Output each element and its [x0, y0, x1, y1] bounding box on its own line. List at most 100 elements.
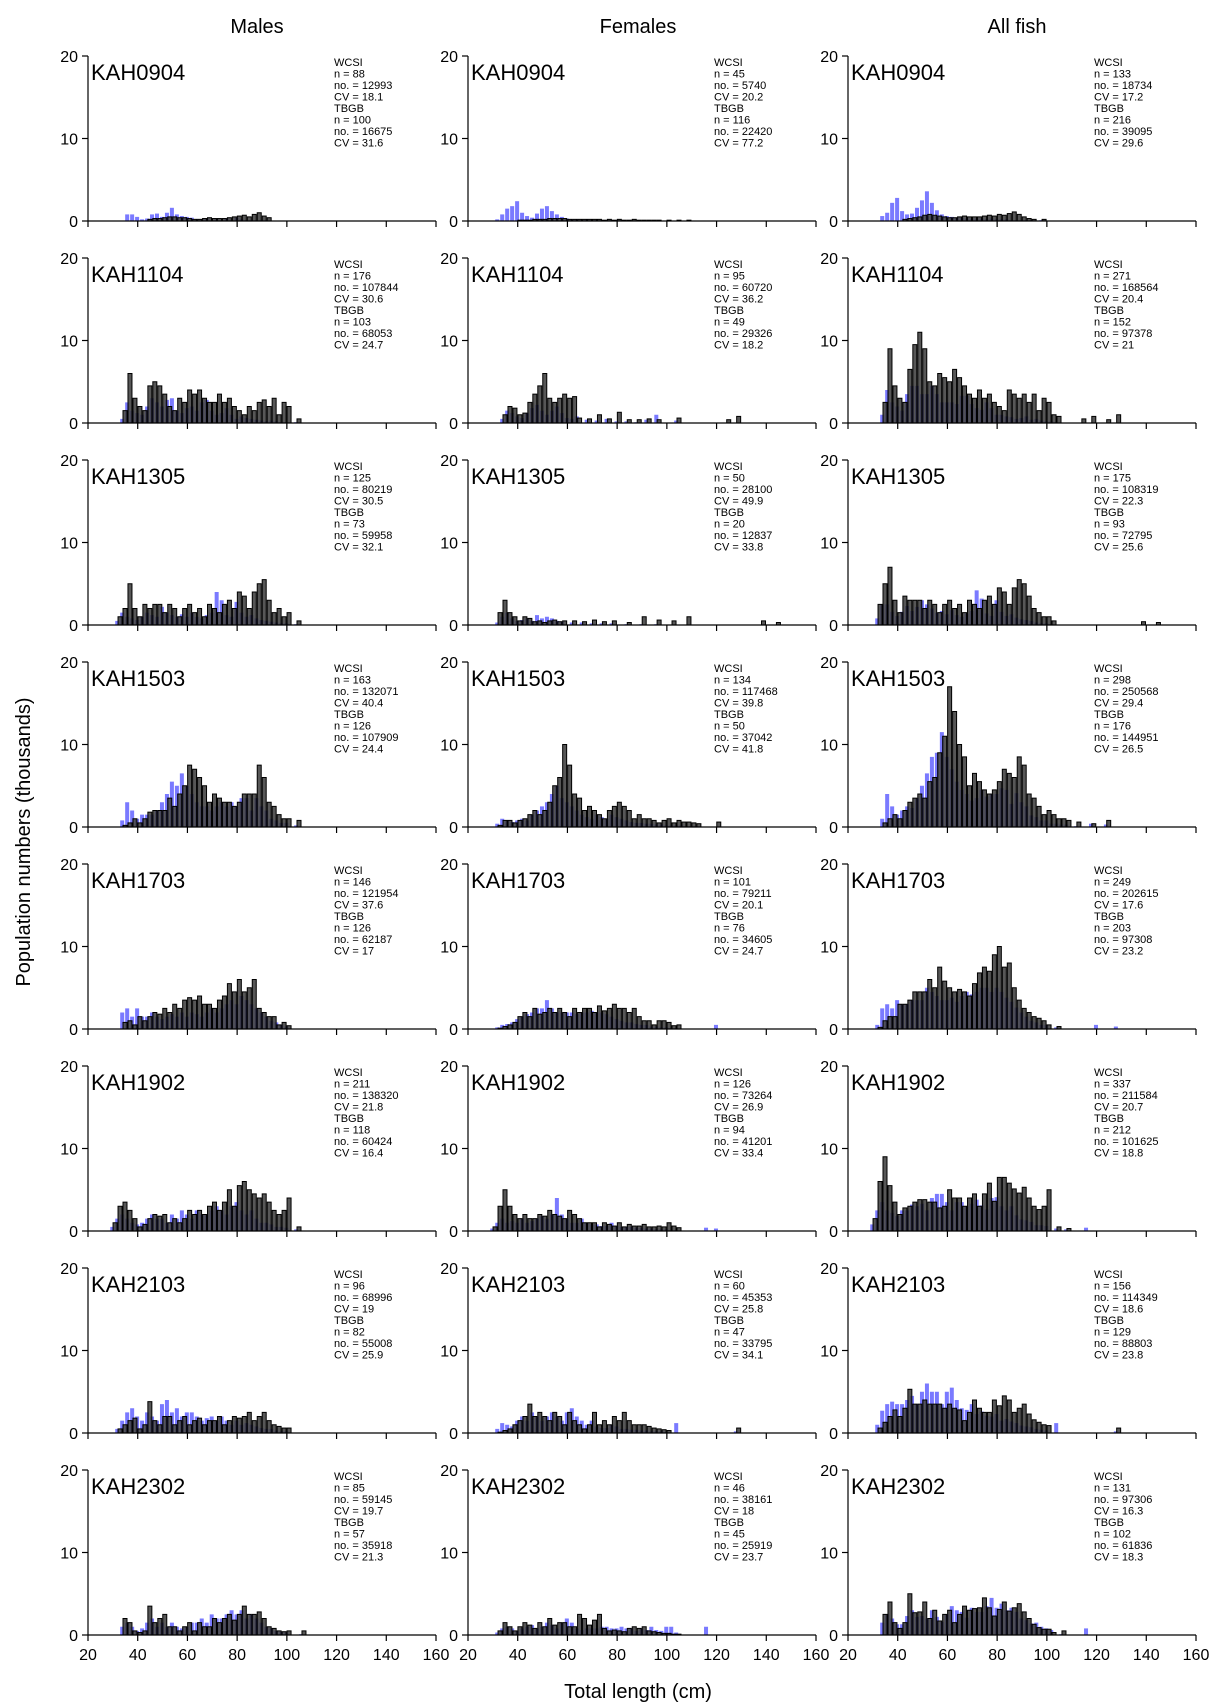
stats-wcsi-cv-value: 22.3	[1122, 496, 1143, 508]
stats-wcsi-n-value: 50	[733, 473, 745, 485]
bar-tbgb	[276, 608, 282, 626]
bar-tbgb	[286, 818, 292, 828]
stats-tbgb-cv-value: 18.2	[742, 340, 763, 352]
bar-tbgb	[606, 1007, 612, 1030]
bar-tbgb	[606, 1223, 612, 1232]
stats-wcsi-cv-value: 21.8	[362, 1102, 383, 1114]
bar-tbgb	[996, 946, 1002, 1030]
survey-label: KAH0904	[471, 60, 565, 85]
stats-tbgb-cv-value: 24.4	[362, 744, 383, 756]
bar-tbgb	[932, 603, 938, 626]
bar-tbgb	[621, 805, 627, 828]
bar-tbgb	[122, 1424, 128, 1434]
stats-tbgb-cv-value: 33.8	[742, 542, 763, 554]
stats-tbgb-no: no. = 37042	[714, 732, 772, 744]
stats-heading-wcsi: WCSI	[714, 259, 743, 271]
bar-tbgb	[976, 1607, 982, 1636]
y-tick-label: 10	[60, 1546, 78, 1563]
bar-wcsi	[539, 208, 544, 222]
bar-tbgb	[522, 818, 528, 828]
bar-tbgb	[276, 1214, 282, 1232]
bar-tbgb	[986, 595, 992, 626]
bar-wcsi	[135, 216, 140, 222]
bar-tbgb	[192, 1214, 198, 1232]
bar-wcsi	[120, 1420, 125, 1434]
bar-tbgb	[572, 620, 578, 626]
bar-tbgb	[241, 214, 247, 222]
stats-wcsi-no-value: 38161	[742, 1494, 773, 1506]
stats-tbgb-cv: CV = 18.8	[1094, 1148, 1143, 1160]
bar-tbgb	[646, 1020, 652, 1030]
y-tick-label: 0	[449, 214, 458, 231]
bar-tbgb	[147, 1016, 153, 1030]
bar-tbgb	[572, 396, 578, 424]
bar-tbgb	[187, 1622, 193, 1636]
bar-tbgb	[616, 1222, 622, 1232]
bar-tbgb	[636, 1627, 642, 1636]
bar-tbgb	[1051, 414, 1057, 424]
stats-tbgb-n: n = 116	[714, 115, 750, 127]
bar-tbgb	[651, 1024, 657, 1030]
bar-tbgb	[251, 1193, 257, 1232]
bar-wcsi	[704, 1626, 709, 1635]
bar-tbgb	[187, 1424, 193, 1434]
stats-heading-wcsi: WCSI	[1094, 259, 1123, 271]
bar-tbgb	[1031, 393, 1037, 424]
bar-tbgb	[567, 1209, 573, 1232]
bar-tbgb	[542, 373, 548, 424]
bar-wcsi	[599, 623, 604, 625]
y-tick-label: 20	[820, 1463, 838, 1480]
bar-tbgb	[601, 1222, 607, 1232]
bar-tbgb	[1116, 414, 1122, 424]
bar-wcsi	[495, 219, 500, 221]
bar-tbgb	[266, 1626, 272, 1636]
bar-tbgb	[937, 373, 943, 424]
survey-label: KAH1902	[91, 1070, 185, 1095]
bar-wcsi	[733, 1431, 738, 1433]
bar-tbgb	[952, 368, 958, 424]
stats-tbgb-cv: CV = 24.4	[334, 744, 383, 756]
stats-wcsi-cv-value: 49.9	[742, 496, 763, 508]
bar-tbgb	[882, 401, 888, 424]
bar-tbgb	[261, 1012, 267, 1030]
bar-tbgb	[981, 966, 987, 1030]
bar-wcsi	[515, 201, 520, 221]
stats-tbgb-cv-value: 21.3	[362, 1552, 383, 1564]
bar-tbgb	[1001, 1176, 1007, 1232]
bar-tbgb	[1061, 1630, 1067, 1636]
bar-wcsi	[140, 1420, 145, 1434]
bar-tbgb	[137, 406, 143, 424]
bar-tbgb	[246, 793, 252, 828]
bar-wcsi	[115, 1428, 120, 1434]
stats-wcsi-no: no. = 28100	[714, 484, 772, 496]
stats-wcsi-n: n = 125	[334, 473, 371, 485]
stats-wcsi-no-value: 12993	[362, 80, 393, 92]
bar-wcsi	[130, 214, 135, 221]
bar-tbgb	[887, 1416, 893, 1434]
bar-tbgb	[962, 612, 968, 626]
bar-tbgb	[1031, 797, 1037, 828]
y-tick-label: 20	[440, 655, 458, 672]
y-tick-label: 0	[829, 1224, 838, 1241]
bar-tbgb	[167, 603, 173, 626]
bar-tbgb	[986, 970, 992, 1030]
bar-tbgb	[207, 401, 213, 424]
bar-tbgb	[962, 1205, 968, 1232]
stats-tbgb-n: n = 100	[334, 115, 371, 127]
stats-heading-tbgb: TBGB	[334, 1315, 364, 1327]
bar-tbgb	[927, 599, 933, 626]
bar-tbgb	[552, 1214, 558, 1232]
bar-wcsi	[880, 216, 885, 221]
bar-tbgb	[567, 397, 573, 424]
bar-tbgb	[246, 608, 252, 626]
bar-tbgb	[216, 999, 222, 1030]
stats-wcsi-n-value: 175	[1113, 473, 1131, 485]
bar-tbgb	[286, 1197, 292, 1232]
bar-tbgb	[971, 772, 977, 828]
x-axis-label: Total length (cm)	[564, 1681, 712, 1703]
bar-tbgb	[172, 805, 178, 828]
stats-tbgb-cv: CV = 77.2	[714, 138, 763, 150]
